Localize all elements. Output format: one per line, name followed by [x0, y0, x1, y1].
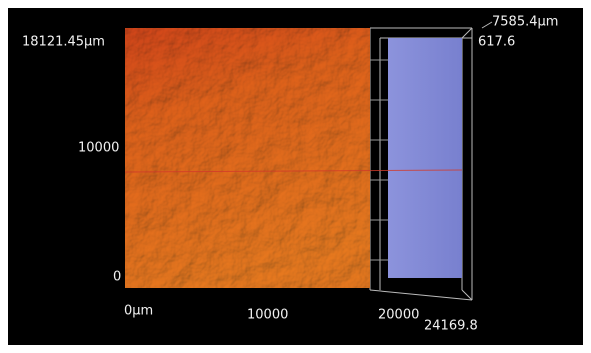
surface-texture	[125, 28, 370, 288]
z-label: 617.6	[478, 35, 515, 50]
z-label: 7585.4µm	[492, 15, 558, 30]
page: {"axes": { "y_labels": ["18121.45µm", "1…	[0, 0, 591, 353]
viewer: 18121.45µm 10000 0 0µm 10000 20000 24169…	[0, 0, 591, 353]
profile-panel	[388, 38, 462, 278]
x-label: 10000	[247, 308, 288, 323]
y-label: 0	[113, 270, 121, 285]
y-label: 10000	[78, 141, 119, 156]
x-label: 0µm	[124, 304, 153, 319]
y-label: 18121.45µm	[22, 35, 105, 50]
x-label: 24169.8	[424, 319, 478, 334]
x-label: 20000	[378, 308, 419, 323]
